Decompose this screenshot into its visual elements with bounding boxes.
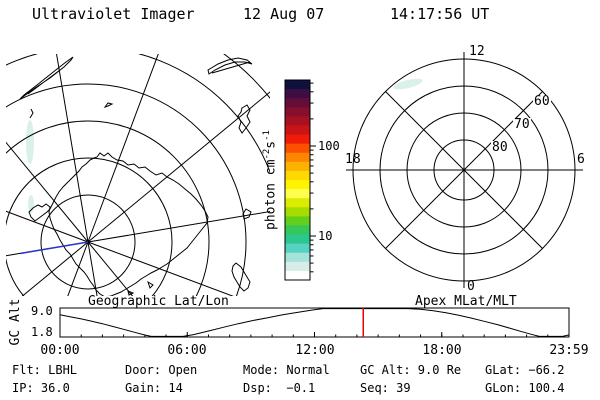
status-glat: GLat: −66.2 [485,363,565,377]
gc-ylabel: GC Alt [7,298,23,346]
ring-label-70: 70 [513,117,531,133]
island-fragment [242,208,252,220]
south-america-tip-coast [19,56,74,100]
polar-label-18: 18 [345,152,361,167]
gc-ytick-1-8: 1.8 [31,325,53,339]
geographic-map [6,54,270,296]
antarctica-coastline [28,152,209,296]
status-door: Door: Open [125,363,198,377]
island-fragment [103,102,114,108]
colorbar-frame [284,79,311,281]
status-glon: GLon: 100.4 [485,381,565,395]
colorbar-units-sup1: -2 [262,148,273,160]
ring-label-60: 60 [533,94,551,110]
mlt-spoke-diag [385,91,543,249]
time-ut-label: 14:17:56 UT [390,5,490,23]
status-mode: Mode: Normal [243,363,330,377]
colorbar-tick-10: 10 [318,229,333,243]
colorbar [284,79,316,281]
page-title: Ultraviolet Imager [32,5,195,23]
island-fragment [127,280,154,296]
island-fragment [237,104,251,134]
polar-label-0: 0 [467,279,475,294]
colorbar-units-sup2: -1 [262,130,273,141]
gc-alt-plot [59,307,570,338]
ground-track-line [19,241,89,255]
map-caption: Geographic Lat/Lon [88,294,229,309]
colorbar-blocks [285,80,310,281]
polar-label-6: 6 [577,152,585,167]
gc-xtick-1800: 18:00 [422,343,462,358]
coast-fragment-topright [207,57,253,75]
colorbar-tick-100: 100 [318,139,340,153]
status-seq: Seq: 39 [360,381,411,395]
colorbar-units-part1: photon cm [263,159,279,230]
gc-ytick-9: 9.0 [31,304,53,318]
colorbar-units-part2: s [263,140,279,149]
colorbar-units-label: photon cm-2s-1 [262,130,279,230]
gc-xtick-2359: 23:59 [549,343,589,358]
polar-caption: Apex MLat/MLT [415,294,517,309]
status-ip: IP: 36.0 [12,381,70,395]
status-flt: Flt: LBHL [12,363,78,377]
latlon-grid [6,54,270,296]
gc-xtick-1200: 12:00 [295,343,335,358]
coastlines [19,56,253,296]
ring-label-80: 80 [491,140,509,156]
status-gcalt: GC Alt: 9.0 Re [360,363,462,377]
gc-xtick-0000: 00:00 [40,343,80,358]
polar-label-12: 12 [469,44,485,59]
gc-xtick-0600: 06:00 [167,343,207,358]
faint-airglow-smudge [26,120,34,164]
polar-plot [346,52,583,288]
status-dsp: Dsp: −0.1 [243,381,316,395]
gc-alt-curve [59,308,569,337]
status-gain: Gain: 14 [125,381,183,395]
faint-emission-smudge [393,78,423,90]
colorbar-ticks [310,82,316,273]
island-fragment [231,262,251,292]
date-label: 12 Aug 07 [243,5,325,23]
island-fragment [29,108,34,119]
